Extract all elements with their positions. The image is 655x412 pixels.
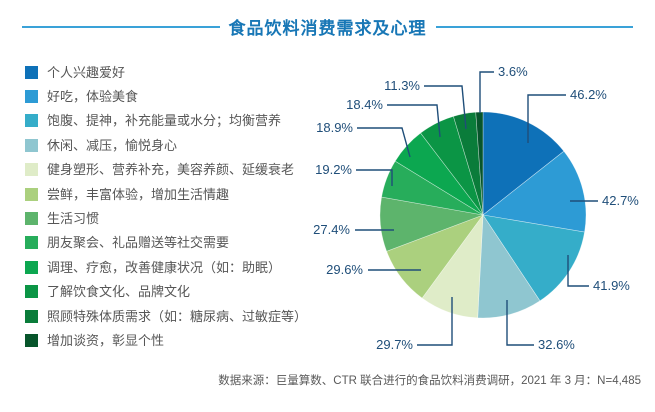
legend-label: 尝鲜，丰富体验，增加生活情趣 (47, 186, 230, 202)
legend-swatch (25, 138, 38, 152)
leader-line (357, 127, 411, 158)
title-rule-left (22, 25, 220, 28)
legend-swatch (25, 187, 38, 201)
legend-swatch (25, 163, 38, 177)
legend-swatch (25, 90, 38, 104)
legend-label: 调理、疗愈，改善健康状况（如：助眠） (47, 259, 282, 275)
legend-label: 休闲、减压，愉悦身心 (47, 137, 178, 153)
legend-swatch (25, 285, 38, 299)
pie-percentage-label: 29.6% (326, 262, 363, 277)
leader-line (387, 104, 441, 138)
pie-percentage-label: 46.2% (570, 87, 607, 102)
legend-item: 生活习惯 (25, 206, 307, 230)
title-rule-right (435, 25, 633, 28)
chart-header: 食品饮料消费需求及心理 (0, 14, 655, 39)
pie-percentage-label: 41.9% (593, 278, 630, 293)
legend: 个人兴趣爱好 好吃，体验美食饱腹、提神，补充能量或水分；均衡营养 休闲、减压，愉悦身… (25, 60, 307, 353)
legend-swatch (25, 212, 38, 226)
legend-swatch (25, 236, 38, 250)
legend-swatch (25, 114, 38, 128)
pie-percentage-label: 32.6% (538, 337, 575, 352)
legend-label: 生活习惯 (47, 211, 100, 227)
legend-label: 健身塑形、营养补充，美容养颜、延缓衰老 (47, 162, 295, 178)
legend-item: 增加谈资，彰显个性 (25, 328, 307, 352)
leader-line (417, 297, 453, 346)
leader-lines (355, 71, 598, 346)
legend-item: 健身塑形、营养补充，美容养颜、延缓衰老 (25, 158, 307, 182)
pie-percentage-label: 18.9% (316, 120, 353, 135)
legend-item: 调理、疗愈，改善健康状况（如：助眠） (25, 255, 307, 279)
leader-line (356, 169, 393, 186)
chart-title: 食品饮料消费需求及心理 (228, 19, 427, 38)
legend-item: 饱腹、提神，补充能量或水分；均衡营养 (25, 109, 307, 133)
pie-percentage-label: 18.4% (346, 97, 383, 112)
legend-swatch (25, 65, 38, 79)
legend-label: 好吃，体验美食 (47, 89, 139, 105)
legend-item: 了解饮食文化、品牌文化 (25, 280, 307, 304)
legend-label: 个人兴趣爱好 (47, 64, 126, 80)
legend-label: 增加谈资，彰显个性 (47, 332, 165, 348)
leader-line (506, 300, 534, 346)
leader-line (479, 71, 494, 113)
legend-item: 尝鲜，丰富体验，增加生活情趣 (25, 182, 307, 206)
legend-label: 了解饮食文化、品牌文化 (47, 284, 191, 300)
pie-percentage-label: 29.7% (376, 337, 413, 352)
legend-label: 照顾特殊体质需求（如：糖尿病、过敏症等） (47, 308, 308, 324)
legend-swatch (25, 260, 38, 274)
leader-line (527, 94, 566, 143)
pie-slice (482, 214, 585, 302)
legend-item: 照顾特殊体质需求（如：糖尿病、过敏症等） (25, 304, 307, 328)
legend-item: 休闲、减压，愉悦身心 (25, 133, 307, 157)
pie-slice (482, 150, 587, 233)
legend-swatch (25, 333, 38, 347)
pie-percentage-label: 42.7% (602, 193, 639, 208)
pie-percentage-label: 3.6% (498, 64, 528, 79)
pie-slices (379, 111, 587, 319)
pie-percentage-label: 11.3% (384, 78, 420, 93)
pie-percentage-label: 27.4% (313, 222, 350, 237)
leader-line (424, 85, 467, 130)
leader-line (567, 255, 589, 287)
pie-percentage-label: 19.2% (315, 162, 352, 177)
legend-item: 朋友聚会、礼品赠送等社交需要 (25, 231, 307, 255)
legend-label: 朋友聚会、礼品赠送等社交需要 (47, 235, 230, 251)
legend-item: 好吃，体验美食 (25, 84, 307, 108)
legend-swatch (25, 309, 38, 323)
data-source-note: 数据来源：巨量算数、CTR 联合进行的食品饮料消费调研，2021 年 3 月：N… (218, 375, 641, 387)
legend-label: 饱腹、提神，补充能量或水分；均衡营养 (47, 113, 282, 129)
legend-item: 个人兴趣爱好 (25, 60, 307, 84)
